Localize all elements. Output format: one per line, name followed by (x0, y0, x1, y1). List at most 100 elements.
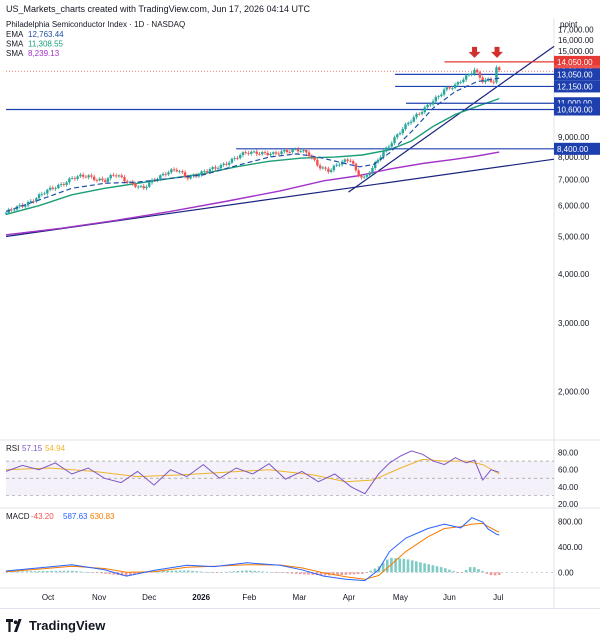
x-tick-label: Nov (92, 593, 106, 602)
candle-body (222, 163, 225, 166)
price-level-label: 8,400.00 (557, 145, 589, 154)
candle-body (365, 174, 369, 177)
price-axis-title: point (560, 20, 578, 29)
macd-histogram-bar (46, 570, 49, 573)
macd-histogram-bar (207, 572, 211, 573)
candle-body (236, 158, 239, 159)
macd-histogram-bar (473, 567, 476, 573)
candle-body (205, 171, 209, 173)
red-down-arrow-icon (468, 46, 481, 58)
candle-body (459, 82, 462, 83)
macd-histogram-bar (415, 561, 418, 573)
candle-body (437, 96, 440, 98)
macd-value: 587.63 (63, 512, 88, 521)
candle-body (484, 79, 487, 83)
rsi-title: RSI (6, 444, 19, 453)
macd-histogram-bar (50, 570, 53, 573)
candle-body (269, 153, 272, 156)
macd-histogram-bar (182, 570, 186, 573)
macd-histogram-bar (394, 558, 397, 573)
candle-body (382, 151, 385, 158)
candle-body (404, 124, 407, 129)
candle-body (371, 167, 374, 174)
macd-histogram-bar (361, 572, 364, 574)
tradingview-logo[interactable]: TradingView (6, 618, 105, 633)
candle-body (183, 172, 187, 177)
rsi-value: 57.15 (22, 444, 43, 453)
y-tick-label: 2,000.00 (558, 387, 590, 396)
candle-body (26, 201, 30, 206)
candle-body (37, 194, 41, 199)
macd-histogram-bar (158, 570, 161, 573)
candle-body (434, 97, 438, 102)
macd-histogram-bar (419, 562, 422, 573)
indicator-name: SMA (6, 40, 24, 49)
candle-body (492, 81, 495, 83)
candle-body (35, 198, 38, 202)
candle-body (473, 69, 476, 74)
macd-histogram-bar (236, 571, 240, 573)
macd-histogram-bar (431, 565, 435, 573)
candle-body (79, 174, 82, 177)
candle-body (475, 69, 479, 73)
candle-body (24, 205, 27, 207)
candle-body (62, 184, 66, 185)
candle-body (250, 151, 253, 154)
candle-body (101, 178, 104, 181)
candle-body (453, 84, 457, 89)
macd-histogram-bar (29, 571, 33, 573)
macd-histogram-bar (373, 568, 377, 573)
candle-body (327, 168, 330, 172)
chart-canvas[interactable]: point17,000.0016,000.0015,000.0011,000.0… (0, 0, 600, 608)
indicator-value: 12,763.44 (28, 30, 64, 39)
macd-histogram-bar (87, 572, 91, 573)
candle-body (420, 112, 424, 114)
rsi-ma-line (5, 458, 500, 483)
candle-body (54, 188, 57, 189)
candle-body (305, 149, 308, 153)
candle-body (445, 87, 449, 90)
candle-body (423, 107, 427, 113)
candle-body (332, 165, 336, 171)
macd-histogram-bar (311, 572, 314, 575)
candle-body (18, 205, 21, 207)
candle-body (175, 169, 179, 172)
rsi-y-tick: 40.00 (558, 483, 579, 492)
candle-body (349, 160, 352, 162)
macd-histogram-bar (398, 558, 402, 573)
y-tick-label: 7,000.00 (558, 176, 590, 185)
candle-body (343, 159, 347, 162)
candle-body (316, 159, 319, 166)
candle-body (324, 167, 327, 169)
macd-histogram-bar (336, 572, 339, 576)
candle-body (390, 143, 393, 147)
candle-body (302, 149, 305, 152)
candle-body (167, 172, 170, 175)
indicator-value: 8,239.13 (28, 49, 60, 58)
candle-body (84, 176, 88, 178)
macd-histogram-bar (8, 571, 12, 573)
candle-body (172, 169, 176, 171)
macd-histogram-bar (294, 572, 298, 574)
candle-body (362, 176, 366, 178)
macd-signal-value: 630.83 (90, 512, 115, 521)
candle-body (354, 163, 358, 171)
candle-body (95, 180, 99, 181)
candle-body (431, 101, 435, 105)
candle-body (150, 179, 154, 183)
candle-body (288, 152, 291, 153)
x-tick-label: Jul (493, 593, 503, 602)
candle-body (294, 148, 297, 150)
candle-body (70, 178, 74, 179)
macd-histogram-bar (25, 571, 29, 573)
macd-histogram-bar (240, 570, 244, 573)
candle-body (112, 175, 115, 176)
rsi-band-fill (6, 461, 554, 496)
ema-line (5, 77, 500, 212)
y-tick-label: 16,000.00 (558, 36, 594, 45)
macd-line (5, 517, 500, 582)
candle-body (92, 176, 96, 181)
y-tick-label: 15,000.00 (558, 47, 594, 56)
macd-title: MACD (6, 512, 30, 521)
candle-body (81, 174, 85, 177)
